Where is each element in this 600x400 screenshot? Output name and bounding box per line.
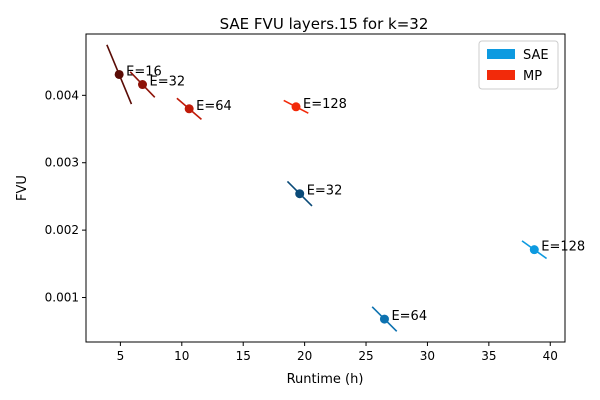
x-tick-label: 25 <box>358 349 373 363</box>
series-sae: E=32 E=64 E=128 <box>286 180 585 332</box>
data-label: E=64 <box>391 309 427 324</box>
x-tick-label: 15 <box>236 349 251 363</box>
data-point <box>114 69 124 79</box>
y-tick-label: 0.003 <box>45 156 79 170</box>
legend: SAE MP <box>478 40 559 90</box>
data-point <box>529 245 539 255</box>
data-label: E=32 <box>307 184 343 199</box>
data-point <box>295 189 305 199</box>
x-axis: 5 10 15 20 25 30 35 40 <box>117 342 558 363</box>
data-point <box>291 102 301 112</box>
data-label: E=128 <box>541 240 585 255</box>
legend-label: MP <box>523 69 542 84</box>
legend-swatch <box>487 49 515 59</box>
x-tick-label: 30 <box>420 349 435 363</box>
axes-frame <box>85 33 566 343</box>
chart-title: SAE FVU layers.15 for k=32 <box>220 15 429 33</box>
x-tick-label: 35 <box>481 349 496 363</box>
data-point <box>137 80 147 90</box>
data-label: E=64 <box>196 99 232 114</box>
y-axis-label: FVU <box>15 175 30 201</box>
data-label: E=128 <box>303 97 347 112</box>
y-axis: 0.001 0.002 0.003 0.004 <box>45 88 86 305</box>
data-label: E=16 <box>126 64 162 79</box>
y-tick-label: 0.002 <box>45 223 79 237</box>
legend-swatch <box>487 70 515 80</box>
series-mp: E=16E=32 E=64 E=128 <box>106 44 347 120</box>
y-tick-label: 0.001 <box>45 291 79 305</box>
x-axis-label: Runtime (h) <box>287 372 364 387</box>
data-label: E=32 <box>149 75 185 90</box>
legend-label: SAE <box>523 48 549 63</box>
x-tick-label: 20 <box>297 349 312 363</box>
y-tick-label: 0.004 <box>45 88 79 102</box>
x-tick-label: 10 <box>174 349 189 363</box>
x-tick-label: 5 <box>117 349 125 363</box>
data-point <box>379 314 389 324</box>
data-point <box>184 104 194 114</box>
x-tick-label: 40 <box>543 349 558 363</box>
